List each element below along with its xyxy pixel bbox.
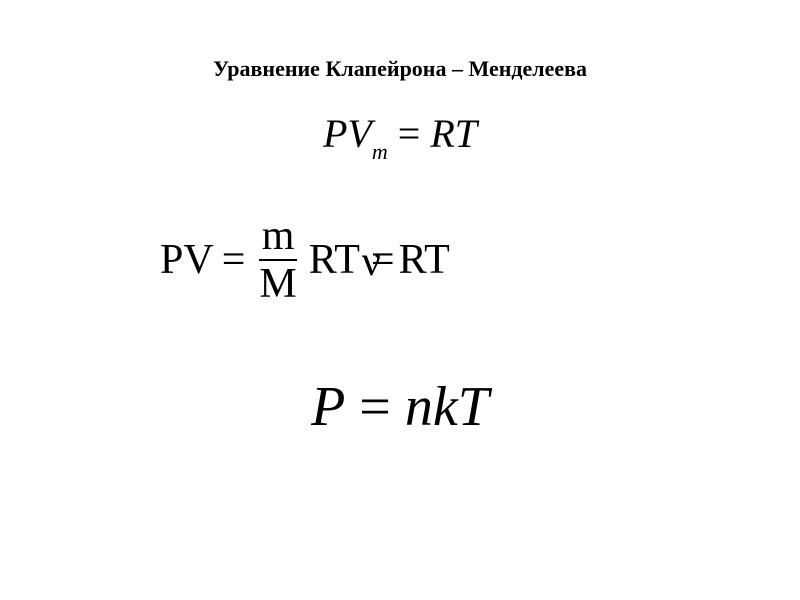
eq2-RT2: RT (399, 236, 450, 284)
equation-3: P = nkT (0, 375, 800, 439)
eq3-n: n (405, 376, 433, 438)
eq2-eqmid: = (371, 236, 395, 284)
eq1-T: T (455, 111, 477, 156)
eq2-equals-1: = (222, 236, 246, 284)
equation-2: PV = m M RT ν= RT (160, 215, 450, 305)
eq2-PV: PV (160, 236, 214, 284)
eq2-RT1: RT (309, 236, 360, 284)
eq3-equals: = (345, 376, 405, 438)
eq1-sub-m: m (372, 139, 388, 164)
eq2-fraction: m M (259, 215, 296, 305)
eq1-equals: = (388, 111, 431, 156)
eq3-T: T (458, 376, 489, 438)
eq1-V: V (347, 111, 371, 156)
page-title: Уравнение Клапейрона – Менделеева (0, 56, 800, 82)
eq1-P: P (323, 111, 347, 156)
equation-1: PVm = RT (0, 110, 800, 162)
eq2-frac-den: M (259, 261, 296, 305)
eq3-P: P (311, 376, 345, 438)
eq2-frac-num: m (262, 215, 295, 259)
eq1-R: R (430, 111, 454, 156)
eq3-k: k (433, 376, 458, 438)
